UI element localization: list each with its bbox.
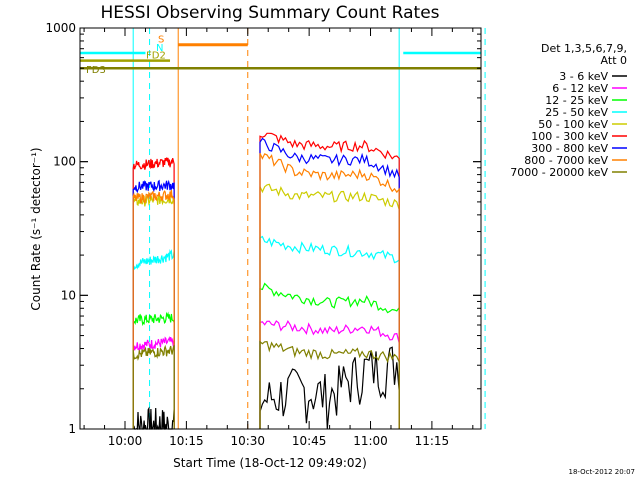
x-tick-label-4: 10:45 <box>292 434 327 448</box>
legend-label-4: 25 - 50 keV <box>545 106 608 119</box>
flag-label-s: S <box>158 35 164 46</box>
plot-frame <box>79 27 482 430</box>
series-line-8-segment-2 <box>259 152 400 429</box>
legend-label-9: 7000 - 20000 keV <box>510 166 608 179</box>
y-tick-label-4: 1000 <box>45 21 76 35</box>
legend-label-8: 800 - 7000 keV <box>524 154 608 167</box>
series-line-9-segment-2 <box>259 340 400 429</box>
x-tick-label-6: 11:15 <box>415 434 450 448</box>
legend-label-3: 12 - 25 keV <box>545 94 608 107</box>
series-line-1-segment-2 <box>259 346 400 429</box>
y-tick-label-3: 100 <box>53 155 76 169</box>
legend-label-1: 3 - 6 keV <box>559 70 608 83</box>
series-line-6-segment-1 <box>132 157 175 429</box>
flag-label-fd2: FD2 <box>146 51 166 62</box>
y-tick-label-1: 1 <box>68 422 76 436</box>
series-line-3-segment-1 <box>132 311 175 429</box>
series-line-9-segment-1 <box>132 344 175 429</box>
legend-label-7: 300 - 800 keV <box>531 142 608 155</box>
x-tick-label-5: 11:00 <box>353 434 388 448</box>
series-line-2-segment-2 <box>259 319 400 429</box>
flag-label-fd3: FD3 <box>86 65 106 76</box>
series-line-5-segment-1 <box>132 194 175 429</box>
series-line-1-segment-1 <box>132 406 175 430</box>
legend-label-6: 100 - 300 keV <box>531 130 608 143</box>
series-line-4-segment-2 <box>259 235 400 429</box>
y-axis-label: Count Rate (s⁻¹ detector⁻¹) <box>29 147 43 310</box>
flag-label-n: N <box>156 43 163 54</box>
chart-title: HESSI Observing Summary Count Rates <box>100 3 439 23</box>
series-line-7-segment-1 <box>132 179 175 429</box>
x-tick-label-1: 10:00 <box>108 434 143 448</box>
legend-label-2: 6 - 12 keV <box>552 82 608 95</box>
axes: 10:00 10:15 10:30 10:45 11:00 11:15 1 10 100 1000 <box>45 21 481 448</box>
legend-header-line-2: Att 0 <box>601 54 627 67</box>
x-tick-label-2: 10:15 <box>169 434 204 448</box>
legend-label-5: 50 - 100 keV <box>538 118 608 131</box>
series-line-5-segment-2 <box>259 183 400 429</box>
y-tick-label-2: 10 <box>61 288 76 302</box>
series-line-3-segment-2 <box>259 282 400 429</box>
series-line-8-segment-1 <box>132 190 175 429</box>
legend-header-line-1: Det 1,3,5,6,7,9, <box>541 42 627 55</box>
x-tick-label-3: 10:30 <box>230 434 265 448</box>
series-line-4-segment-1 <box>132 248 175 429</box>
series-line-2-segment-1 <box>132 336 175 429</box>
footer-timestamp: 18-Oct-2012 20:07 <box>569 468 635 476</box>
x-axis-label: Start Time (18-Oct-12 09:49:02) <box>173 456 367 470</box>
series-line-6-segment-2 <box>259 132 400 429</box>
series-line-7-segment-2 <box>259 137 400 429</box>
